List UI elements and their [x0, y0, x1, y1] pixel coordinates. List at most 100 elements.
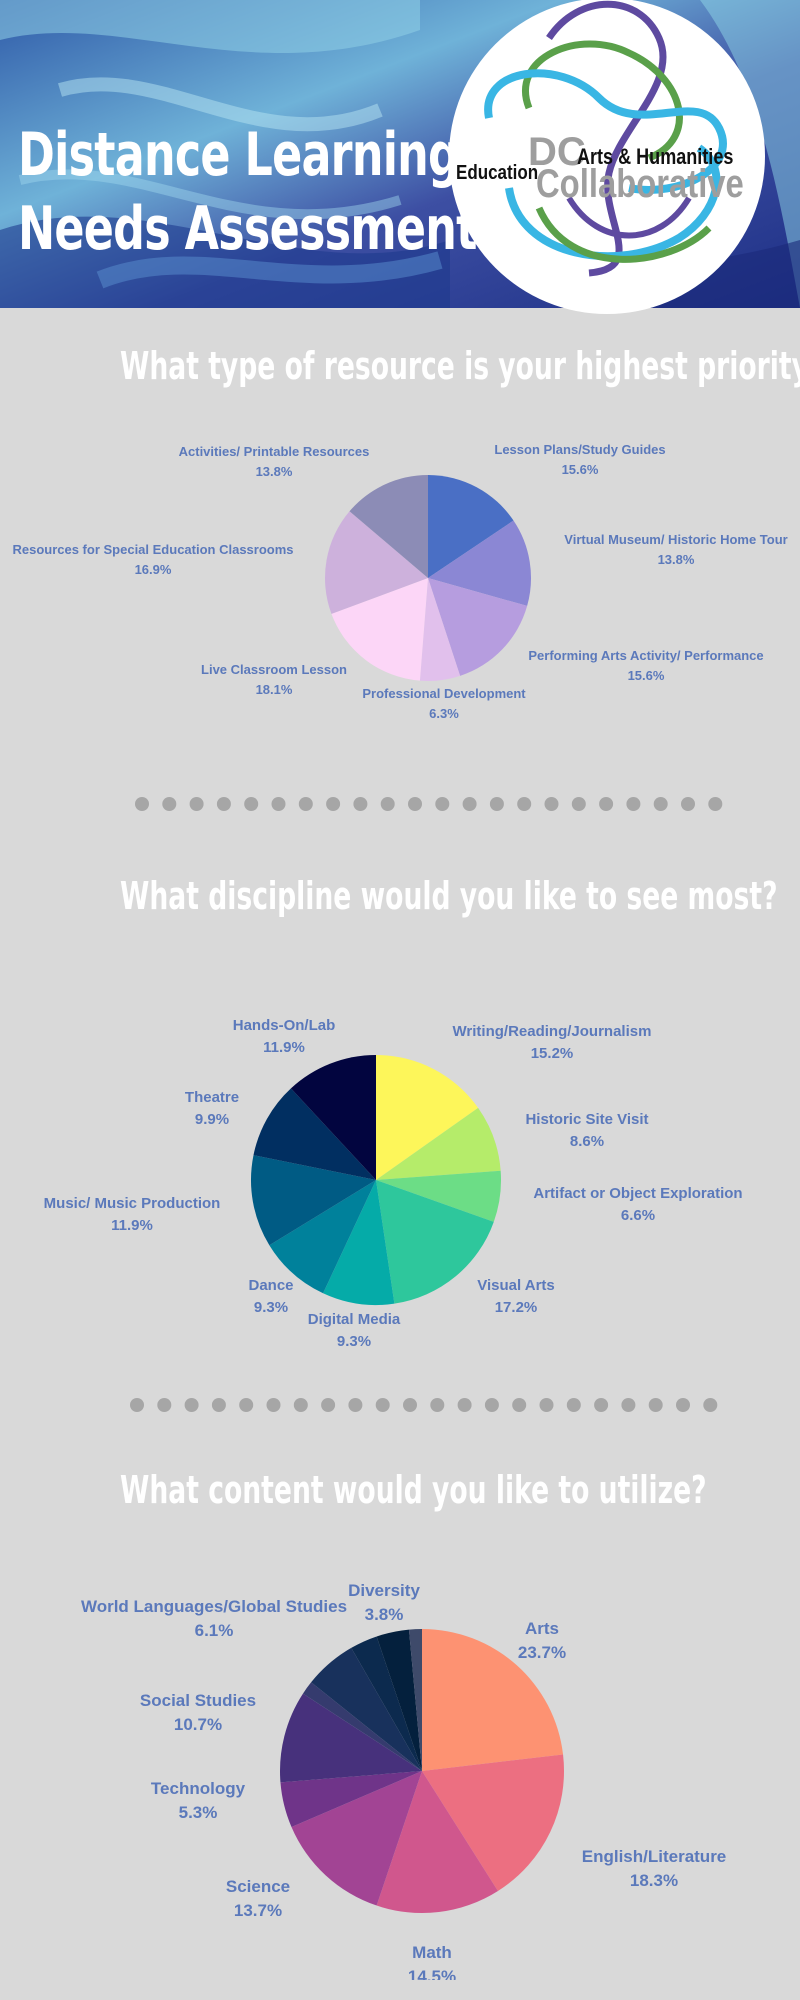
divider-dot: [239, 1398, 254, 1412]
page-title: Distance Learning Needs Assessment: [18, 118, 477, 266]
divider-dot: [517, 797, 532, 811]
slice-label: Artifact or Object Exploration: [533, 1185, 742, 1202]
divider-dot: [703, 1398, 718, 1412]
page-title-line1: Distance Learning: [18, 120, 460, 190]
slice-label: English/Literature: [582, 1847, 727, 1866]
divider-dot: [599, 797, 614, 811]
chart1-title: What type of resource is your highest pr…: [120, 344, 800, 388]
slice-label: Live Classroom Lesson: [201, 662, 347, 677]
pie-slice: [408, 1629, 422, 1771]
slice-percent: 11.9%: [111, 1217, 153, 1234]
slice-label: Science: [226, 1877, 290, 1896]
pie-slice: [302, 1682, 422, 1771]
divider-dot: [353, 797, 368, 811]
pie-slice: [376, 1055, 479, 1180]
slice-label: Activities/ Printable Resources: [179, 444, 370, 459]
slice-percent: 9.3%: [254, 1299, 288, 1316]
pie-slice: [323, 1180, 395, 1305]
divider-dot: [484, 1398, 499, 1412]
divider-dot: [298, 797, 313, 811]
slice-label: Lesson Plans/Study Guides: [494, 442, 665, 457]
divider-dot: [626, 797, 641, 811]
slice-percent: 9.3%: [337, 1333, 371, 1350]
slice-percent: 6.1%: [195, 1621, 234, 1640]
divider-dot: [130, 1398, 144, 1412]
divider-dot: [184, 1398, 199, 1412]
divider-dot: [271, 797, 286, 811]
divider-dot: [408, 797, 422, 811]
slice-label: Technology: [151, 1779, 246, 1798]
divider-dot: [348, 1398, 363, 1412]
slice-percent: 9.9%: [195, 1111, 229, 1128]
slice-percent: 10.7%: [174, 1715, 222, 1734]
divider-dot: [512, 1398, 527, 1412]
divider-dot: [135, 797, 149, 811]
slice-percent: 15.2%: [531, 1045, 574, 1062]
pie-slice: [325, 511, 428, 614]
slice-label: Digital Media: [308, 1311, 401, 1328]
slice-label: Music/ Music Production: [44, 1195, 221, 1212]
divider-dot: [266, 1398, 281, 1412]
slice-percent: 17.2%: [495, 1299, 538, 1316]
pie-slice: [253, 1088, 376, 1180]
slice-label: Hands-On/Lab: [233, 1017, 336, 1034]
divider-dot: [189, 797, 204, 811]
pie-slice: [428, 475, 514, 578]
pie-slice: [428, 520, 532, 606]
divider-dot: [681, 797, 695, 811]
slice-percent: 13.7%: [234, 1901, 282, 1920]
divider-dot: [430, 1398, 445, 1412]
slice-percent: 11.9%: [263, 1039, 305, 1056]
divider-dot: [157, 1398, 172, 1412]
slice-percent: 13.8%: [658, 552, 695, 567]
divider-dot: [489, 797, 504, 811]
slice-label: Theatre: [185, 1089, 239, 1106]
chart2-title: What discipline would you like to see mo…: [120, 874, 778, 918]
divider-dot: [594, 1398, 609, 1412]
pie-slice: [422, 1754, 564, 1891]
slice-percent: 18.3%: [630, 1871, 678, 1890]
page-title-line2: Needs Assessment: [18, 194, 477, 264]
pie-slice: [269, 1180, 376, 1294]
logo-education: Education: [456, 162, 539, 184]
pie-slice: [376, 1180, 494, 1304]
pie-slice: [290, 1055, 376, 1180]
slice-percent: 16.9%: [135, 562, 172, 577]
pie-chart-content: Arts 23.7% English/Literature 18.3% Math 14.5…: [81, 1581, 727, 1980]
divider-dot: [321, 1398, 336, 1412]
slice-label: Historic Site Visit: [525, 1111, 648, 1128]
divider-dot: [211, 1398, 226, 1412]
divider-dot: [648, 1398, 663, 1412]
pie-slice: [280, 1771, 422, 1827]
divider-dot: [544, 797, 559, 811]
divider-dot: [566, 1398, 581, 1412]
divider-dot: [676, 1398, 690, 1412]
slice-label: Math: [412, 1943, 452, 1962]
logo-collaborative: Collaborative: [536, 162, 744, 206]
slice-percent: 15.6%: [628, 668, 665, 683]
pie-slice: [291, 1771, 422, 1906]
pie-slice: [311, 1647, 422, 1771]
pie-slice: [376, 1771, 498, 1913]
divider-dot: [380, 797, 395, 811]
pie-slice: [349, 475, 428, 578]
divider-dot: [621, 1398, 636, 1412]
divider-dot: [216, 797, 231, 811]
dot-divider-2: [130, 1398, 718, 1412]
slice-label: World Languages/Global Studies: [81, 1597, 347, 1616]
divider-dot: [375, 1398, 390, 1412]
pie-slice: [419, 578, 461, 681]
slice-percent: 6.6%: [621, 1207, 655, 1224]
pie-slice: [428, 578, 528, 676]
slice-label: Visual Arts: [477, 1277, 555, 1294]
pie-slice: [331, 578, 428, 681]
slice-label: Performing Arts Activity/ Performance: [528, 648, 763, 663]
pie-slice: [376, 1629, 422, 1771]
pie-slice: [376, 1107, 501, 1180]
divider-dot: [293, 1398, 308, 1412]
divider-dot: [403, 1398, 417, 1412]
slice-label: Virtual Museum/ Historic Home Tour: [564, 532, 787, 547]
logo-dc: DC: [528, 130, 586, 174]
slice-label: Dance: [248, 1277, 293, 1294]
divider-dot: [539, 1398, 554, 1412]
